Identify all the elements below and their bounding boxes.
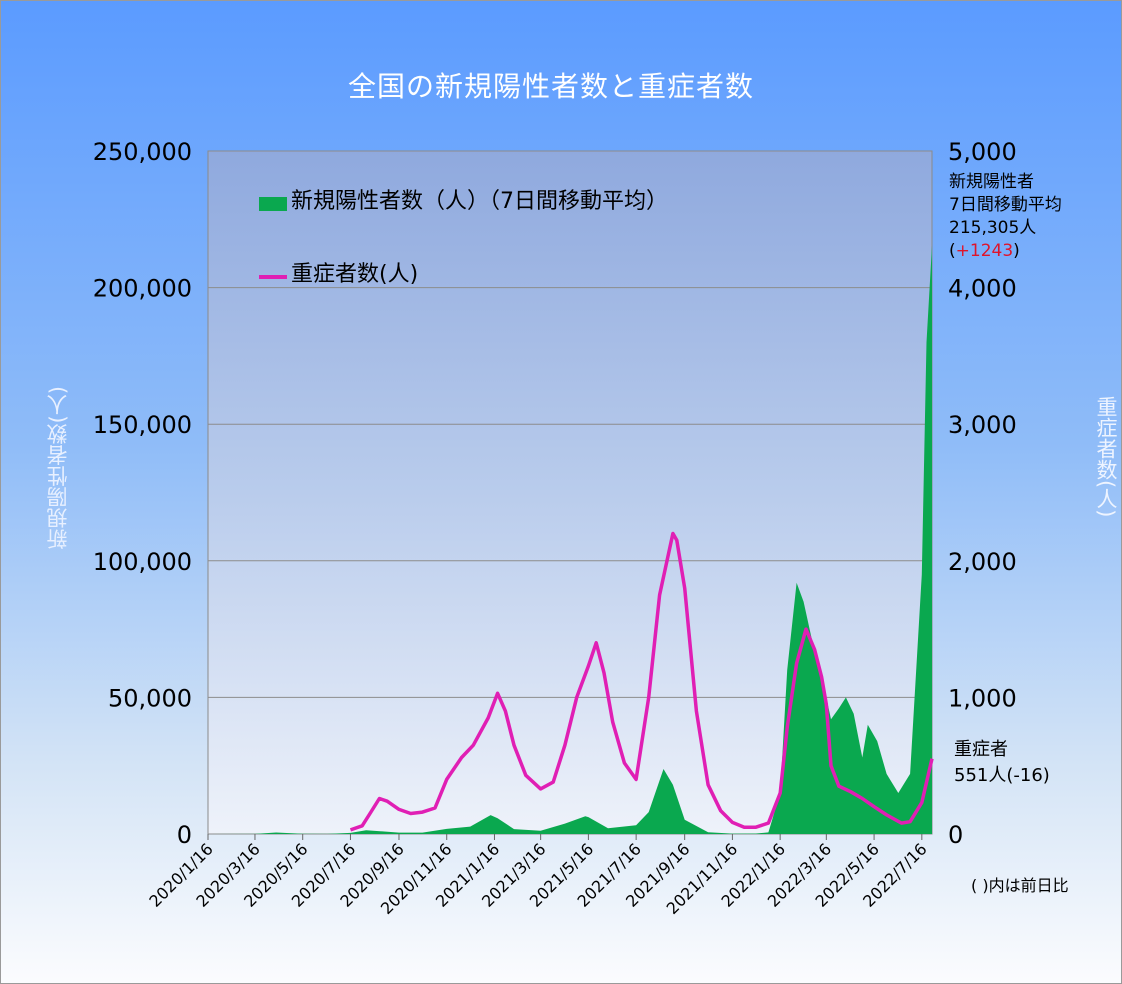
legend-area-swatch <box>259 196 287 211</box>
y-tick-left: 100,000 <box>93 548 192 576</box>
positives-annotation: 新規陽性者 7日間移動平均 215,305人 (+1243) <box>949 171 1062 263</box>
diff-close-paren: ) <box>1013 241 1020 261</box>
y-tick-right: 1,000 <box>948 684 1017 712</box>
y-tick-right: 0 <box>948 821 963 849</box>
legend-line-swatch <box>259 274 287 279</box>
severe-annotation-line1: 重症者 <box>954 739 1008 760</box>
y-tick-left: 150,000 <box>93 411 192 439</box>
positives-annotation-value: 215,305人 <box>949 218 1037 238</box>
y-axis-left-label: 新規陽性者数(人) <box>46 386 70 550</box>
severe-annotation-value: 551人(-16) <box>954 765 1050 786</box>
legend-line-item: 重症者数(人) <box>259 256 418 288</box>
y-tick-right: 4,000 <box>948 275 1017 303</box>
diff-open-paren: ( <box>949 241 956 261</box>
y-tick-right: 5,000 <box>948 138 1017 166</box>
footnote: ( )内は前日比 <box>971 876 1069 895</box>
y-axis-right-label: 重症者数(人) <box>1094 396 1118 518</box>
chart-title: 全国の新規陽性者数と重症者数 <box>347 70 754 103</box>
y-tick-left: 50,000 <box>108 684 192 712</box>
positives-annotation-diff: (+1243) <box>949 240 1062 263</box>
series-severe-line <box>349 531 934 832</box>
y-tick-left: 200,000 <box>93 275 192 303</box>
positives-diff-value: +1243 <box>955 241 1014 261</box>
series-new-positives-area <box>208 245 932 835</box>
positives-annotation-line1: 新規陽性者 <box>949 172 1034 192</box>
legend-area-label: 新規陽性者数（人）（7日間移動平均） <box>291 189 668 214</box>
positives-annotation-line2: 7日間移動平均 <box>949 195 1062 215</box>
legend-line-label: 重症者数(人) <box>291 262 419 287</box>
y-tick-right: 2,000 <box>948 548 1017 576</box>
severe-annotation: 重症者 551人(-16) <box>954 737 1050 789</box>
y-tick-right: 3,000 <box>948 411 1017 439</box>
y-tick-left: 250,000 <box>93 138 192 166</box>
legend-area-item: 新規陽性者数（人）（7日間移動平均） <box>259 183 668 215</box>
y-tick-left: 0 <box>177 821 192 849</box>
